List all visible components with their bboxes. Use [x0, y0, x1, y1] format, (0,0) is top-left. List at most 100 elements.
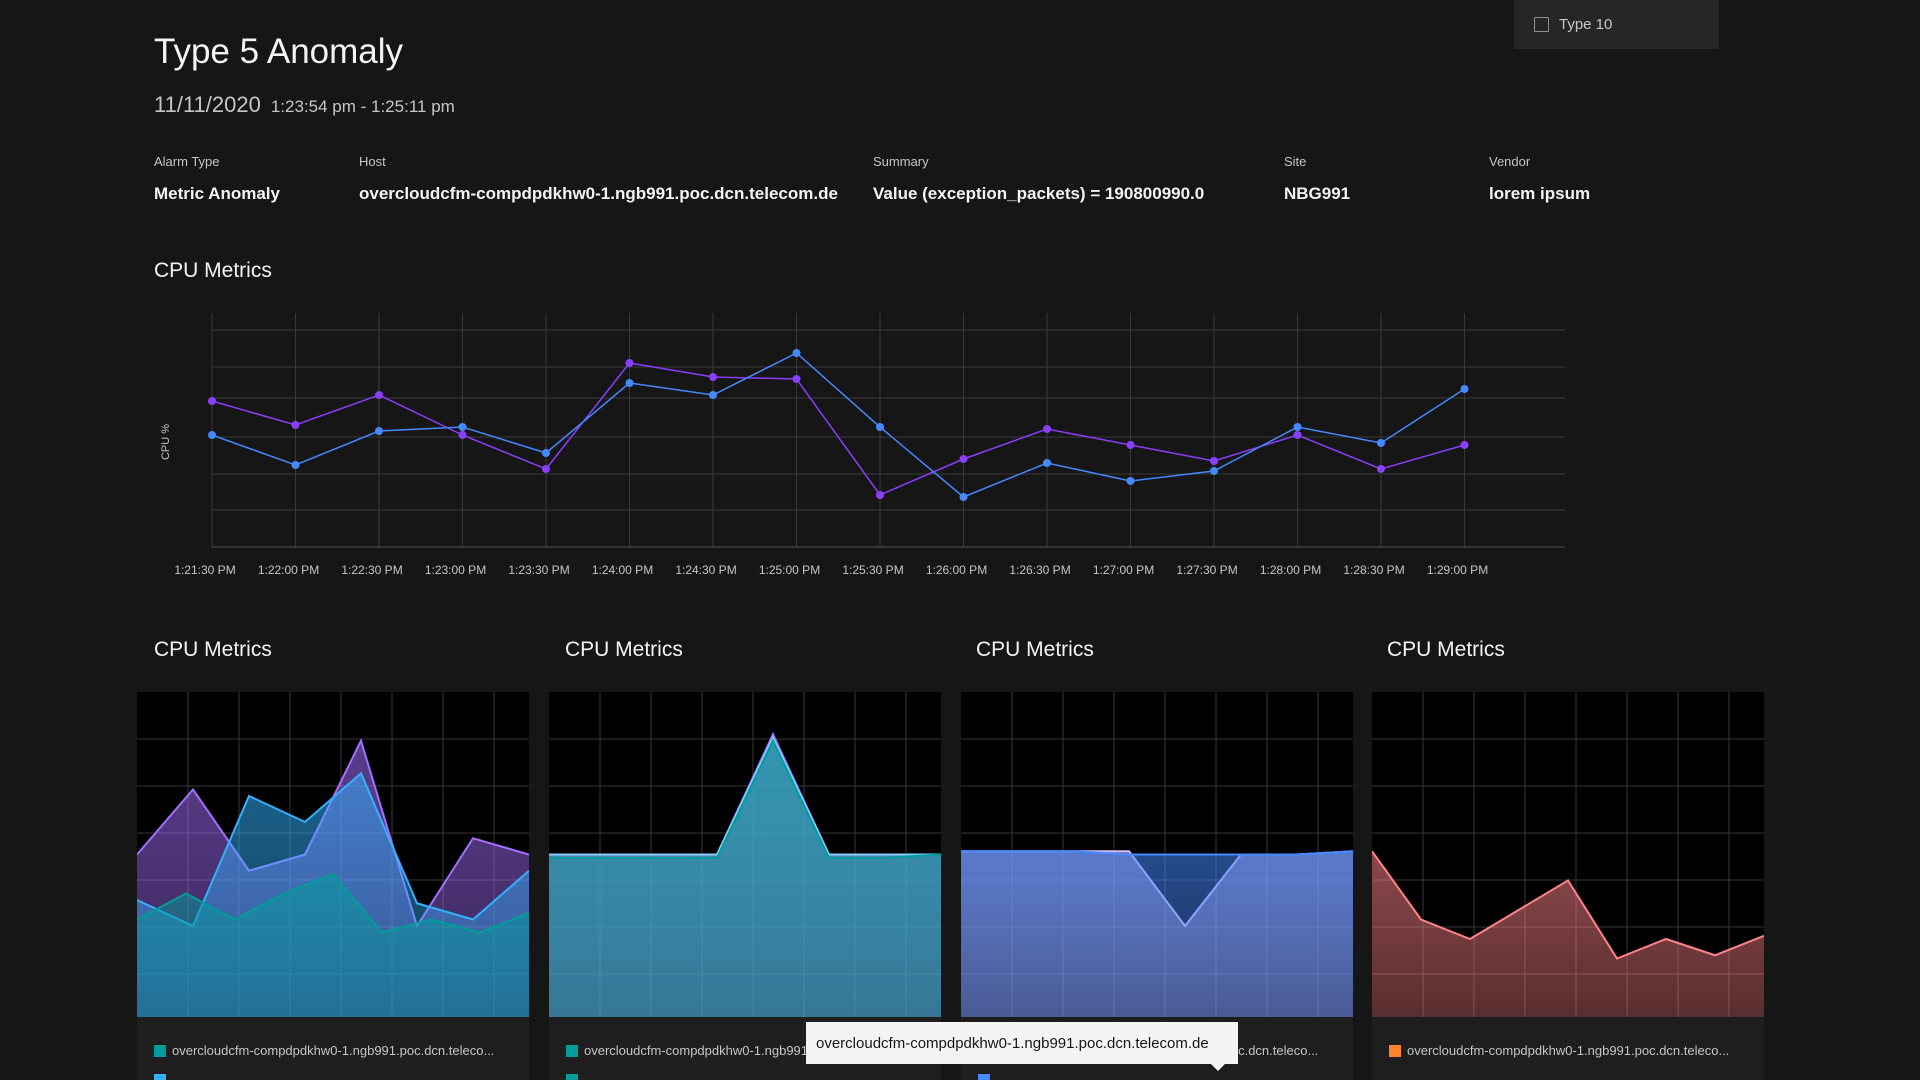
x-tick-label: 1:23:30 PM	[508, 563, 569, 577]
data-point	[1210, 467, 1218, 475]
cpu-line-chart: CPU % 1:21:30 PM 1:22:00 PM 1:22:30 PM 1:23:…	[160, 313, 1565, 577]
host-tooltip: overcloudcfm-compdpdkhw0-1.ngb991.poc.dc…	[806, 1022, 1238, 1071]
data-point	[1460, 441, 1469, 449]
data-point	[1126, 477, 1135, 485]
meta-summary: Summary Value (exception_packets) = 1908…	[873, 154, 1204, 204]
series-line	[549, 738, 941, 859]
legend-swatch	[154, 1074, 166, 1080]
data-point	[792, 349, 801, 357]
data-point	[291, 421, 300, 429]
legend-item[interactable]	[566, 1074, 578, 1080]
meta-alarm-type: Alarm Type Metric Anomaly	[154, 154, 280, 204]
x-tick-label: 1:24:00 PM	[592, 563, 653, 577]
page-title: Type 5 Anomaly	[154, 32, 404, 71]
area-chart	[1372, 692, 1764, 1017]
x-tick-label: 1:27:00 PM	[1093, 563, 1154, 577]
area-chart	[137, 692, 529, 1017]
area-fill	[961, 851, 1353, 1017]
data-point	[1377, 465, 1385, 473]
chart-panel-1: overcloudcfm-compdpdkhw0-1.ngb991.poc.dc…	[137, 692, 529, 1080]
legend-label: overcloudcfm-compdpdkhw0-1.ngb991.poc.dc…	[1407, 1043, 1730, 1058]
meta-value: Value (exception_packets) = 190800990.0	[873, 184, 1205, 203]
panel-title: CPU Metrics	[154, 638, 272, 661]
tooltip-text: overcloudcfm-compdpdkhw0-1.ngb991.poc.dc…	[816, 1034, 1209, 1052]
data-point	[291, 461, 300, 469]
legend-swatch	[1389, 1044, 1401, 1057]
data-point	[625, 379, 634, 387]
series-line	[961, 850, 1353, 856]
x-tick-label: 1:24:30 PM	[675, 563, 736, 577]
data-point	[792, 375, 801, 383]
data-point	[709, 391, 717, 399]
series-line	[1372, 850, 1764, 960]
x-tick-label: 1:23:00 PM	[425, 563, 486, 577]
data-point	[208, 397, 216, 405]
series-line	[137, 872, 529, 934]
meta-value: lorem ipsum	[1489, 184, 1591, 203]
meta-label: Vendor	[1489, 154, 1531, 169]
date-range: 11/11/2020 1:23:54 pm - 1:25:11 pm	[154, 92, 455, 118]
x-tick-label: 1:22:00 PM	[258, 563, 319, 577]
data-point	[1043, 459, 1051, 467]
panel-title: CPU Metrics	[976, 638, 1094, 661]
legend-item[interactable]: overcloudcfm-compdpdkhw0-1.ngb991.poc.dc…	[1389, 1043, 1729, 1058]
legend-item[interactable]	[978, 1074, 990, 1080]
panel-title: CPU Metrics	[565, 638, 683, 661]
series-line	[211, 352, 1465, 498]
legend-item[interactable]	[154, 1074, 166, 1080]
x-tick-label: 1:28:30 PM	[1343, 563, 1404, 577]
meta-site: Site NBG991	[1284, 154, 1350, 204]
area-chart	[961, 692, 1353, 1017]
meta-value: overcloudcfm-compdpdkhw0-1.ngb991.poc.dc…	[359, 184, 838, 203]
data-point	[876, 491, 884, 499]
filter-label: Type 10	[1559, 16, 1613, 33]
x-tick-label: 1:25:00 PM	[759, 563, 820, 577]
x-tick-label: 1:26:30 PM	[1009, 563, 1070, 577]
area-chart	[549, 692, 941, 1017]
area-fill	[137, 874, 529, 1017]
data-point	[458, 423, 467, 431]
meta-host: Host overcloudcfm-compdpdkhw0-1.ngb991.p…	[359, 154, 838, 204]
type-10-filter[interactable]: Type 10	[1514, 0, 1719, 49]
data-point	[1377, 439, 1385, 447]
meta-label: Summary	[873, 154, 929, 169]
x-tick-label: 1:26:00 PM	[926, 563, 987, 577]
legend-label: overcloudcfm-compdpdkhw0-1.ngb991.poc.dc…	[172, 1043, 495, 1058]
panel-title: CPU Metrics	[1387, 638, 1505, 661]
checkbox[interactable]	[1534, 17, 1549, 32]
x-tick-label: 1:28:00 PM	[1260, 563, 1321, 577]
legend-swatch	[978, 1074, 990, 1080]
data-point	[375, 427, 383, 435]
data-point	[1293, 423, 1302, 431]
data-point	[959, 493, 968, 501]
meta-value: Metric Anomaly	[154, 184, 280, 203]
data-point	[1126, 441, 1135, 449]
chart-panel-4: overcloudcfm-compdpdkhw0-1.ngb991.poc.dc…	[1372, 692, 1764, 1080]
x-tick-label: 1:22:30 PM	[341, 563, 402, 577]
area-fill	[549, 740, 941, 1017]
data-point	[625, 359, 634, 367]
legend-swatch	[566, 1074, 578, 1080]
x-tick-label: 1:27:30 PM	[1176, 563, 1237, 577]
x-tick-label: 1:29:00 PM	[1427, 563, 1488, 577]
area-fill	[1372, 851, 1764, 1017]
meta-label: Alarm Type	[154, 154, 220, 169]
data-point	[709, 373, 717, 381]
data-point	[208, 431, 216, 439]
x-tick-label: 1:21:30 PM	[174, 563, 235, 577]
x-tick-label: 1:25:30 PM	[842, 563, 903, 577]
y-axis-label: CPU %	[160, 424, 172, 460]
legend-swatch	[566, 1044, 578, 1057]
data-point	[1460, 385, 1469, 393]
data-point	[1043, 425, 1051, 433]
series-line	[549, 735, 941, 856]
data-point	[1210, 457, 1218, 465]
chart-panel-2: overcloudcfm-compdpdkhw0-1.ngb991.poc.dc…	[549, 692, 941, 1080]
main-chart-title: CPU Metrics	[154, 259, 272, 282]
data-point	[375, 391, 383, 399]
meta-label: Host	[359, 154, 386, 169]
data-point	[542, 465, 550, 473]
tooltip-caret	[1211, 1064, 1225, 1071]
legend-item[interactable]: overcloudcfm-compdpdkhw0-1.ngb991.poc.dc…	[154, 1043, 494, 1058]
date: 11/11/2020	[154, 92, 261, 117]
